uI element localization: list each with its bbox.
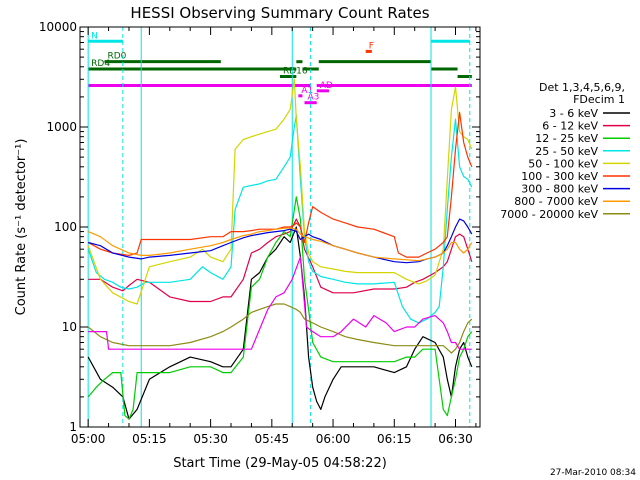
status-bar-label: AD — [320, 81, 333, 91]
x-tick-label: 05:00 — [71, 432, 106, 446]
x-tick-label: 06:15 — [377, 432, 412, 446]
vertical-markers — [87, 27, 471, 427]
y-tick-label: 10000 — [39, 20, 77, 34]
legend-entry-label: 3 - 6 keV — [549, 107, 598, 120]
x-tick-label: 05:30 — [193, 432, 228, 446]
status-bar-label: N — [91, 31, 98, 41]
x-tick-label: 06:00 — [316, 432, 351, 446]
status-bar-label: A1 — [301, 86, 313, 96]
y-axis-label: Count Rate (s⁻¹ detector⁻¹) — [14, 139, 29, 316]
series-line — [88, 218, 473, 264]
series-line — [87, 227, 473, 262]
status-bar-label: RD16 — [283, 66, 308, 76]
series-line — [87, 78, 473, 305]
legend-entry-label: 800 - 7000 keV — [514, 195, 598, 208]
status-bar-label: RD0 — [107, 52, 126, 62]
legend-header: Det 1,3,4,5,6,9, — [539, 81, 625, 94]
chart-title: HESSI Observing Summary Count Rates — [130, 4, 429, 22]
legend-entry-label: 6 - 12 keV — [542, 120, 598, 133]
series-line — [87, 114, 473, 324]
x-axis-label: Start Time (29-May-05 04:58:22) — [173, 456, 387, 471]
series-line — [88, 256, 472, 350]
y-tick-label: 1 — [69, 420, 77, 434]
footer-timestamp: 27-Mar-2010 08:34 — [550, 468, 636, 478]
legend-entry-label: 12 - 25 keV — [535, 132, 598, 145]
status-bar-label: A3 — [307, 93, 319, 103]
series-line — [87, 196, 473, 420]
y-tick-label: 10 — [62, 320, 77, 334]
y-tick-label: 100 — [54, 220, 77, 234]
legend-entry-label: 100 - 300 keV — [521, 170, 598, 183]
x-tick-label: 06:30 — [438, 432, 473, 446]
status-bar-label: RD4 — [91, 59, 110, 69]
legend-header: FDecim 1 — [573, 93, 625, 106]
status-bar-label: F — [369, 41, 374, 51]
legend-entry-label: 7000 - 20000 keV — [500, 208, 598, 221]
legend-entry-label: 300 - 800 keV — [521, 183, 598, 196]
x-tick-label: 05:45 — [255, 432, 290, 446]
x-tick-label: 05:15 — [132, 432, 167, 446]
series-line — [87, 303, 473, 354]
legend-entry-label: 50 - 100 keV — [528, 157, 598, 170]
axes: 05:00 05:15 05:30 05:45 06:00 06:15 06:30 1 10 10… — [39, 20, 481, 446]
legend-entry-label: 25 - 50 keV — [535, 145, 598, 158]
y-tick-label: 1000 — [46, 120, 77, 134]
series-lines — [87, 78, 473, 420]
